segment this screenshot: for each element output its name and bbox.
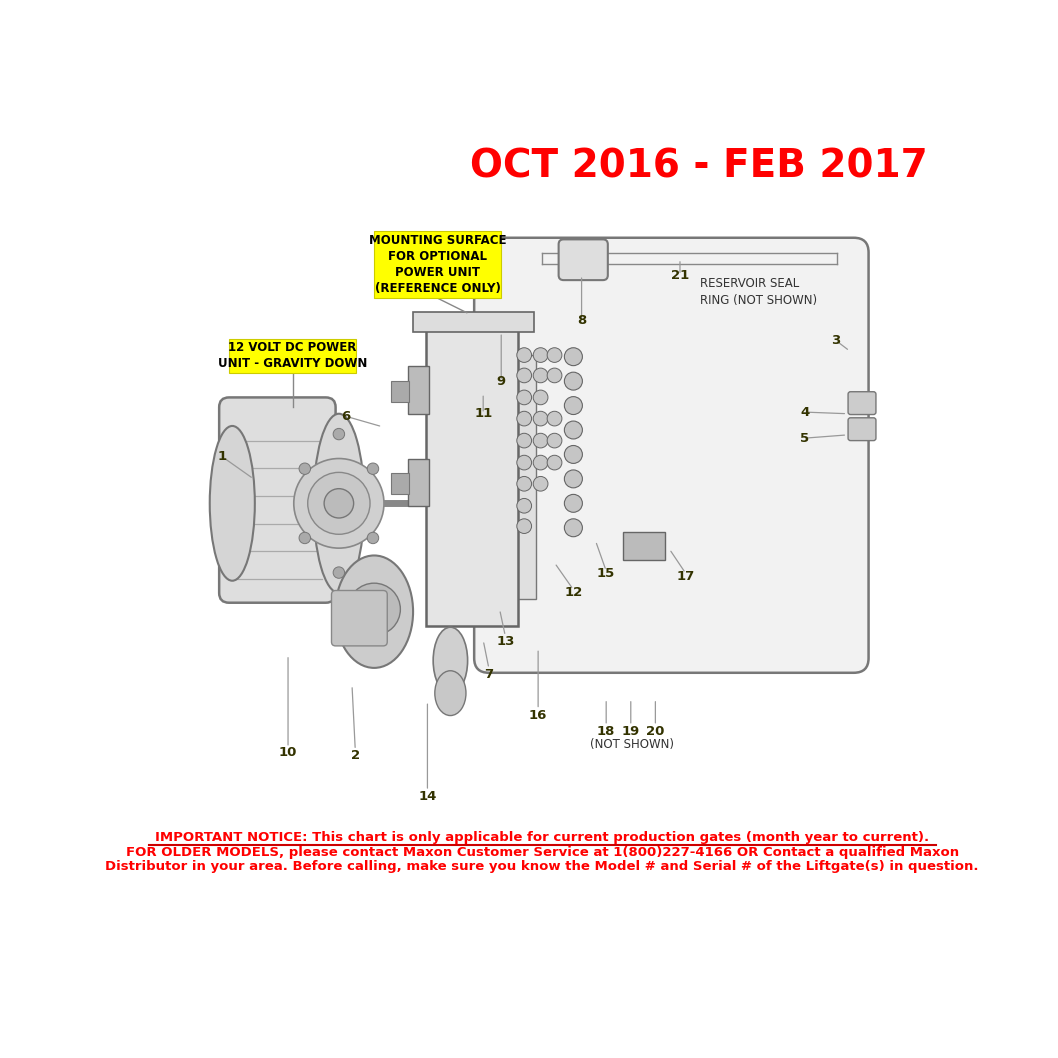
Bar <box>391 473 409 493</box>
Circle shape <box>564 421 582 439</box>
Bar <box>229 339 357 373</box>
Text: MOUNTING SURFACE
FOR OPTIONAL
POWER UNIT
(REFERENCE ONLY): MOUNTING SURFACE FOR OPTIONAL POWER UNIT… <box>369 234 507 295</box>
Text: 11: 11 <box>474 407 492 420</box>
Text: 2: 2 <box>350 749 360 763</box>
Circle shape <box>516 455 531 470</box>
FancyBboxPatch shape <box>849 418 876 440</box>
Text: 5: 5 <box>800 432 809 444</box>
Text: IMPORTANT NOTICE: This chart is only applicable for current production gates (mo: IMPORTANT NOTICE: This chart is only app… <box>156 831 929 844</box>
Circle shape <box>299 463 311 474</box>
Bar <box>407 366 430 414</box>
Circle shape <box>516 518 531 533</box>
Text: 10: 10 <box>279 746 297 760</box>
Circle shape <box>516 476 531 491</box>
Bar <box>425 326 517 625</box>
Ellipse shape <box>209 426 255 581</box>
Circle shape <box>533 348 548 363</box>
Ellipse shape <box>435 671 466 715</box>
Circle shape <box>516 498 531 513</box>
Circle shape <box>348 583 400 635</box>
Text: 15: 15 <box>597 567 616 580</box>
Circle shape <box>533 476 548 491</box>
Circle shape <box>299 532 311 544</box>
Bar <box>391 381 409 401</box>
Circle shape <box>547 412 562 426</box>
Circle shape <box>333 428 345 440</box>
Text: RESERVOIR SEAL
RING (NOT SHOWN): RESERVOIR SEAL RING (NOT SHOWN) <box>699 276 817 307</box>
Circle shape <box>308 472 370 534</box>
Bar <box>413 312 534 332</box>
Text: 8: 8 <box>577 314 586 327</box>
Text: 14: 14 <box>418 790 437 803</box>
Text: 19: 19 <box>622 725 640 737</box>
Text: 7: 7 <box>485 668 493 681</box>
FancyBboxPatch shape <box>559 239 608 280</box>
Circle shape <box>333 567 345 579</box>
Circle shape <box>533 434 548 448</box>
Circle shape <box>516 412 531 426</box>
Text: 9: 9 <box>496 375 506 387</box>
Circle shape <box>367 463 379 474</box>
Bar <box>516 355 536 600</box>
Circle shape <box>547 368 562 383</box>
Ellipse shape <box>433 627 468 694</box>
Circle shape <box>564 348 582 366</box>
Circle shape <box>294 458 384 548</box>
Circle shape <box>324 489 353 518</box>
FancyBboxPatch shape <box>849 391 876 415</box>
Text: 18: 18 <box>597 725 616 737</box>
FancyBboxPatch shape <box>219 398 335 603</box>
Text: 4: 4 <box>800 405 809 419</box>
Bar <box>375 232 501 298</box>
Circle shape <box>533 412 548 426</box>
Text: 3: 3 <box>832 334 840 347</box>
Circle shape <box>533 390 548 405</box>
Text: 20: 20 <box>646 725 664 737</box>
Text: (NOT SHOWN): (NOT SHOWN) <box>590 738 674 751</box>
Text: OCT 2016 - FEB 2017: OCT 2016 - FEB 2017 <box>470 147 928 185</box>
Circle shape <box>367 532 379 544</box>
Circle shape <box>533 368 548 383</box>
Text: FOR OLDER MODELS, please contact Maxon Customer Service at 1(800)227-4166 OR Con: FOR OLDER MODELS, please contact Maxon C… <box>126 845 959 858</box>
Text: Distributor in your area. Before calling, make sure you know the Model # and Ser: Distributor in your area. Before calling… <box>106 860 979 873</box>
Ellipse shape <box>335 555 413 668</box>
Text: 12 VOLT DC POWER
UNIT - GRAVITY DOWN: 12 VOLT DC POWER UNIT - GRAVITY DOWN <box>218 342 367 370</box>
Text: 6: 6 <box>341 409 350 422</box>
Text: 12: 12 <box>564 586 583 600</box>
FancyBboxPatch shape <box>474 238 869 673</box>
Circle shape <box>564 470 582 488</box>
Circle shape <box>547 455 562 470</box>
Circle shape <box>547 434 562 448</box>
Circle shape <box>547 348 562 363</box>
Circle shape <box>516 390 531 405</box>
Text: 1: 1 <box>218 451 227 463</box>
Text: 21: 21 <box>671 269 689 281</box>
Bar <box>407 458 430 506</box>
FancyBboxPatch shape <box>331 590 387 645</box>
Text: 17: 17 <box>677 570 695 583</box>
Circle shape <box>516 368 531 383</box>
Text: 16: 16 <box>529 709 547 722</box>
Ellipse shape <box>313 414 364 592</box>
Circle shape <box>516 434 531 448</box>
Circle shape <box>564 445 582 463</box>
Circle shape <box>533 455 548 470</box>
Circle shape <box>516 348 531 363</box>
Circle shape <box>564 494 582 512</box>
Circle shape <box>564 518 582 536</box>
Text: 13: 13 <box>496 635 514 649</box>
Circle shape <box>564 372 582 390</box>
Bar <box>622 532 665 561</box>
Circle shape <box>564 397 582 415</box>
